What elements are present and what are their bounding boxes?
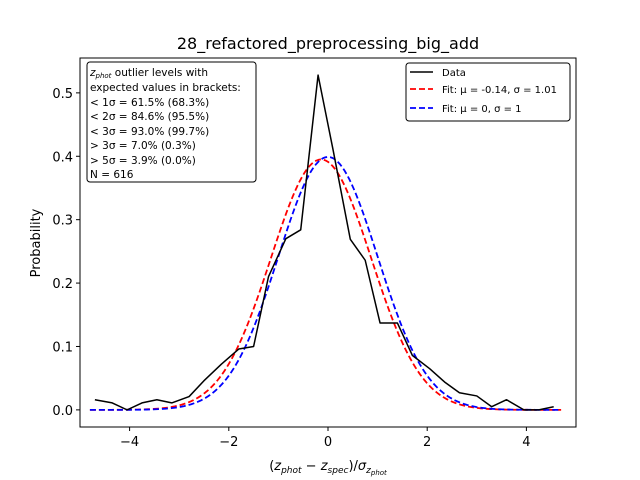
legend: Data Fit: μ = -0.14, σ = 1.01 Fit: μ = 0… xyxy=(405,62,571,122)
stats-line-8: N = 616 xyxy=(90,169,134,181)
stats-line-7: > 5σ = 3.9% (0.0%) xyxy=(90,155,196,167)
x-axis-label: (zphot − zspec)/σzphot xyxy=(269,459,387,477)
stats-line-2: expected values in brackets: xyxy=(90,82,241,94)
legend-label-data: Data xyxy=(442,68,466,79)
ticks: −4 −2 0 2 4 0.0 0.1 0.2 0.3 0.4 0.5 xyxy=(52,87,530,450)
series-layer xyxy=(89,74,562,411)
stats-line-1: zphot outlier levels with xyxy=(89,67,208,80)
legend-label-fit: Fit: μ = -0.14, σ = 1.01 xyxy=(442,85,557,96)
stats-line-3: < 1σ = 61.5% (68.3%) xyxy=(90,97,209,109)
series-line-standard xyxy=(89,156,562,411)
stats-line-5: < 3σ = 93.0% (99.7%) xyxy=(90,126,209,138)
stats-annotation-box xyxy=(86,61,257,183)
chart-title: 28_refactored_preprocessing_big_add xyxy=(177,34,479,54)
y-tick-label: 0.2 xyxy=(52,277,73,292)
stats-line-4: < 2σ = 84.6% (95.5%) xyxy=(90,111,209,123)
x-tick-label: 4 xyxy=(522,435,530,450)
axes-frame xyxy=(79,57,577,428)
y-axis-label: Probability xyxy=(29,208,44,277)
y-tick-label: 0.3 xyxy=(52,214,73,229)
x-tick-label: 2 xyxy=(423,435,431,450)
y-tick-label: 0.5 xyxy=(52,87,73,102)
y-tick-label: 0.1 xyxy=(52,340,73,355)
x-tick-label: −2 xyxy=(219,435,238,450)
y-tick-label: 0.0 xyxy=(52,404,73,419)
x-tick-label: −4 xyxy=(120,435,139,450)
y-tick-label: 0.4 xyxy=(52,150,73,165)
stats-line-6: > 3σ = 7.0% (0.3%) xyxy=(90,140,196,152)
x-tick-label: 0 xyxy=(324,435,332,450)
legend-label-standard: Fit: μ = 0, σ = 1 xyxy=(442,104,522,115)
stats-annotation: zphot outlier levels with expected value… xyxy=(86,61,257,183)
legend-box xyxy=(405,62,571,122)
series-line-data xyxy=(94,74,554,411)
